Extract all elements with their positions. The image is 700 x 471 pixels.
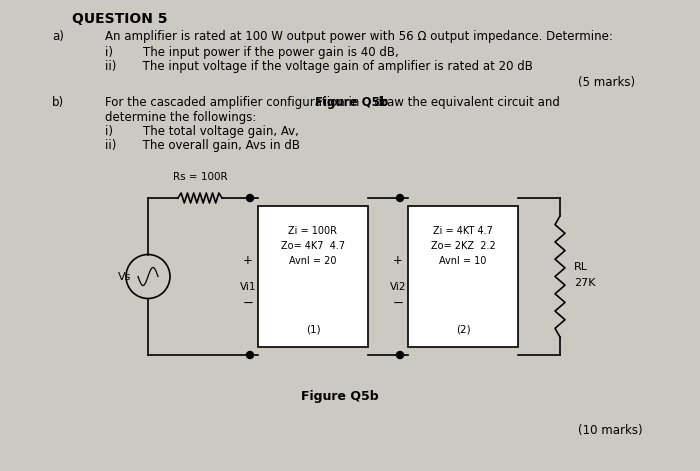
Text: ii)       The overall gain, Avs in dB: ii) The overall gain, Avs in dB <box>105 139 300 152</box>
Text: Avnl = 20: Avnl = 20 <box>289 256 337 266</box>
Text: i)        The input power if the power gain is 40 dB,: i) The input power if the power gain is … <box>105 46 399 59</box>
Text: Avnl = 10: Avnl = 10 <box>440 256 486 266</box>
Text: +: + <box>393 254 403 268</box>
Text: Vs: Vs <box>118 271 132 282</box>
Text: (2): (2) <box>456 325 470 335</box>
Text: a): a) <box>52 30 64 43</box>
Text: b): b) <box>52 96 64 109</box>
Text: determine the followings:: determine the followings: <box>105 111 256 124</box>
Text: (1): (1) <box>306 325 321 335</box>
FancyBboxPatch shape <box>258 206 368 347</box>
Text: Vi1: Vi1 <box>239 282 256 292</box>
Circle shape <box>246 195 253 202</box>
Text: Zi = 100R: Zi = 100R <box>288 226 337 236</box>
Text: For the cascaded amplifier configuration in: For the cascaded amplifier configuration… <box>105 96 363 109</box>
Circle shape <box>396 351 403 358</box>
Text: (10 marks): (10 marks) <box>578 424 643 437</box>
Text: Figure Q5b: Figure Q5b <box>301 390 379 403</box>
Circle shape <box>396 195 403 202</box>
Text: 27K: 27K <box>574 278 596 289</box>
Text: Zi = 4KT 4.7: Zi = 4KT 4.7 <box>433 226 493 236</box>
Text: Figure Q5b: Figure Q5b <box>315 96 388 109</box>
FancyBboxPatch shape <box>408 206 518 347</box>
Text: i)        The total voltage gain, Av,: i) The total voltage gain, Av, <box>105 125 299 138</box>
Text: (5 marks): (5 marks) <box>578 76 635 89</box>
Text: +: + <box>243 254 253 268</box>
Text: An amplifier is rated at 100 W output power with 56 Ω output impedance. Determin: An amplifier is rated at 100 W output po… <box>105 30 613 43</box>
Text: Zo= 2KZ  2.2: Zo= 2KZ 2.2 <box>430 241 496 251</box>
Text: ii)       The input voltage if the voltage gain of amplifier is rated at 20 dB: ii) The input voltage if the voltage gai… <box>105 60 533 73</box>
Text: Vi2: Vi2 <box>390 282 406 292</box>
Text: −: − <box>393 297 404 309</box>
Text: RL: RL <box>574 261 588 271</box>
Text: Rs = 100R: Rs = 100R <box>173 172 228 182</box>
Text: −: − <box>242 297 253 309</box>
Text: Zo= 4K7  4.7: Zo= 4K7 4.7 <box>281 241 345 251</box>
Text: , draw the equivalent circuit and: , draw the equivalent circuit and <box>368 96 560 109</box>
Circle shape <box>246 351 253 358</box>
Text: QUESTION 5: QUESTION 5 <box>72 12 167 26</box>
